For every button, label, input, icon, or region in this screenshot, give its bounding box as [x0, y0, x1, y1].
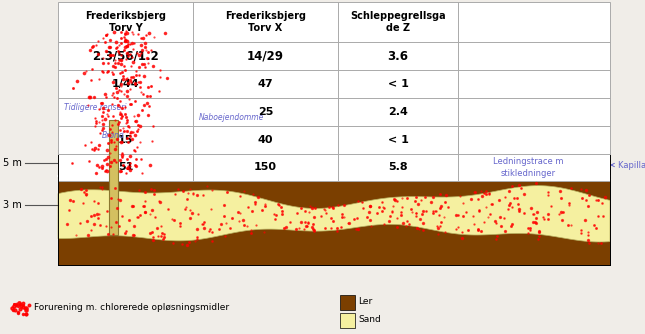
- Text: Frederiksbjerg
Torv X: Frederiksbjerg Torv X: [225, 11, 306, 33]
- Text: 3 m: 3 m: [3, 200, 22, 210]
- Bar: [340, 313, 355, 328]
- Text: < 1: < 1: [388, 79, 408, 89]
- Text: Ler: Ler: [358, 298, 372, 307]
- Bar: [58, 155, 610, 265]
- Polygon shape: [58, 186, 610, 242]
- Bar: [58, 157, 610, 175]
- Bar: [108, 120, 117, 235]
- Bar: [58, 155, 610, 265]
- Text: < 1: < 1: [388, 135, 408, 145]
- Text: Forurening m. chlorerede opløsningsmidler: Forurening m. chlorerede opløsningsmidle…: [34, 304, 229, 313]
- Text: 40: 40: [258, 135, 273, 145]
- Text: 25: 25: [258, 107, 273, 117]
- Text: Kapillarbrydende lag: Kapillarbrydende lag: [611, 161, 645, 169]
- Bar: [58, 2, 610, 181]
- Text: 2.4: 2.4: [388, 107, 408, 117]
- Text: 150: 150: [254, 163, 277, 172]
- Text: 1/44: 1/44: [112, 79, 139, 89]
- Text: Frederiksbjerg
Torv Y: Frederiksbjerg Torv Y: [85, 11, 166, 33]
- Text: Schleppegrellsga
de Z: Schleppegrellsga de Z: [350, 11, 446, 33]
- Text: 5.8: 5.8: [388, 163, 408, 172]
- Text: Naboejendomme: Naboejendomme: [199, 113, 264, 122]
- Text: 5 m: 5 m: [3, 158, 22, 168]
- Text: 14/29: 14/29: [247, 49, 284, 62]
- Text: Sand: Sand: [358, 316, 381, 325]
- Text: Ledningstrace m
stikledninger: Ledningstrace m stikledninger: [493, 157, 563, 178]
- Text: 3.6: 3.6: [388, 49, 408, 62]
- Text: Brønd: Brønd: [102, 131, 124, 140]
- Text: Tidligere renseri: Tidligere renseri: [64, 104, 126, 113]
- Bar: [340, 295, 355, 310]
- Text: 15: 15: [118, 135, 133, 145]
- Text: 2.3/56/1.2: 2.3/56/1.2: [92, 49, 159, 62]
- Text: 51: 51: [118, 163, 133, 172]
- Text: 47: 47: [258, 79, 273, 89]
